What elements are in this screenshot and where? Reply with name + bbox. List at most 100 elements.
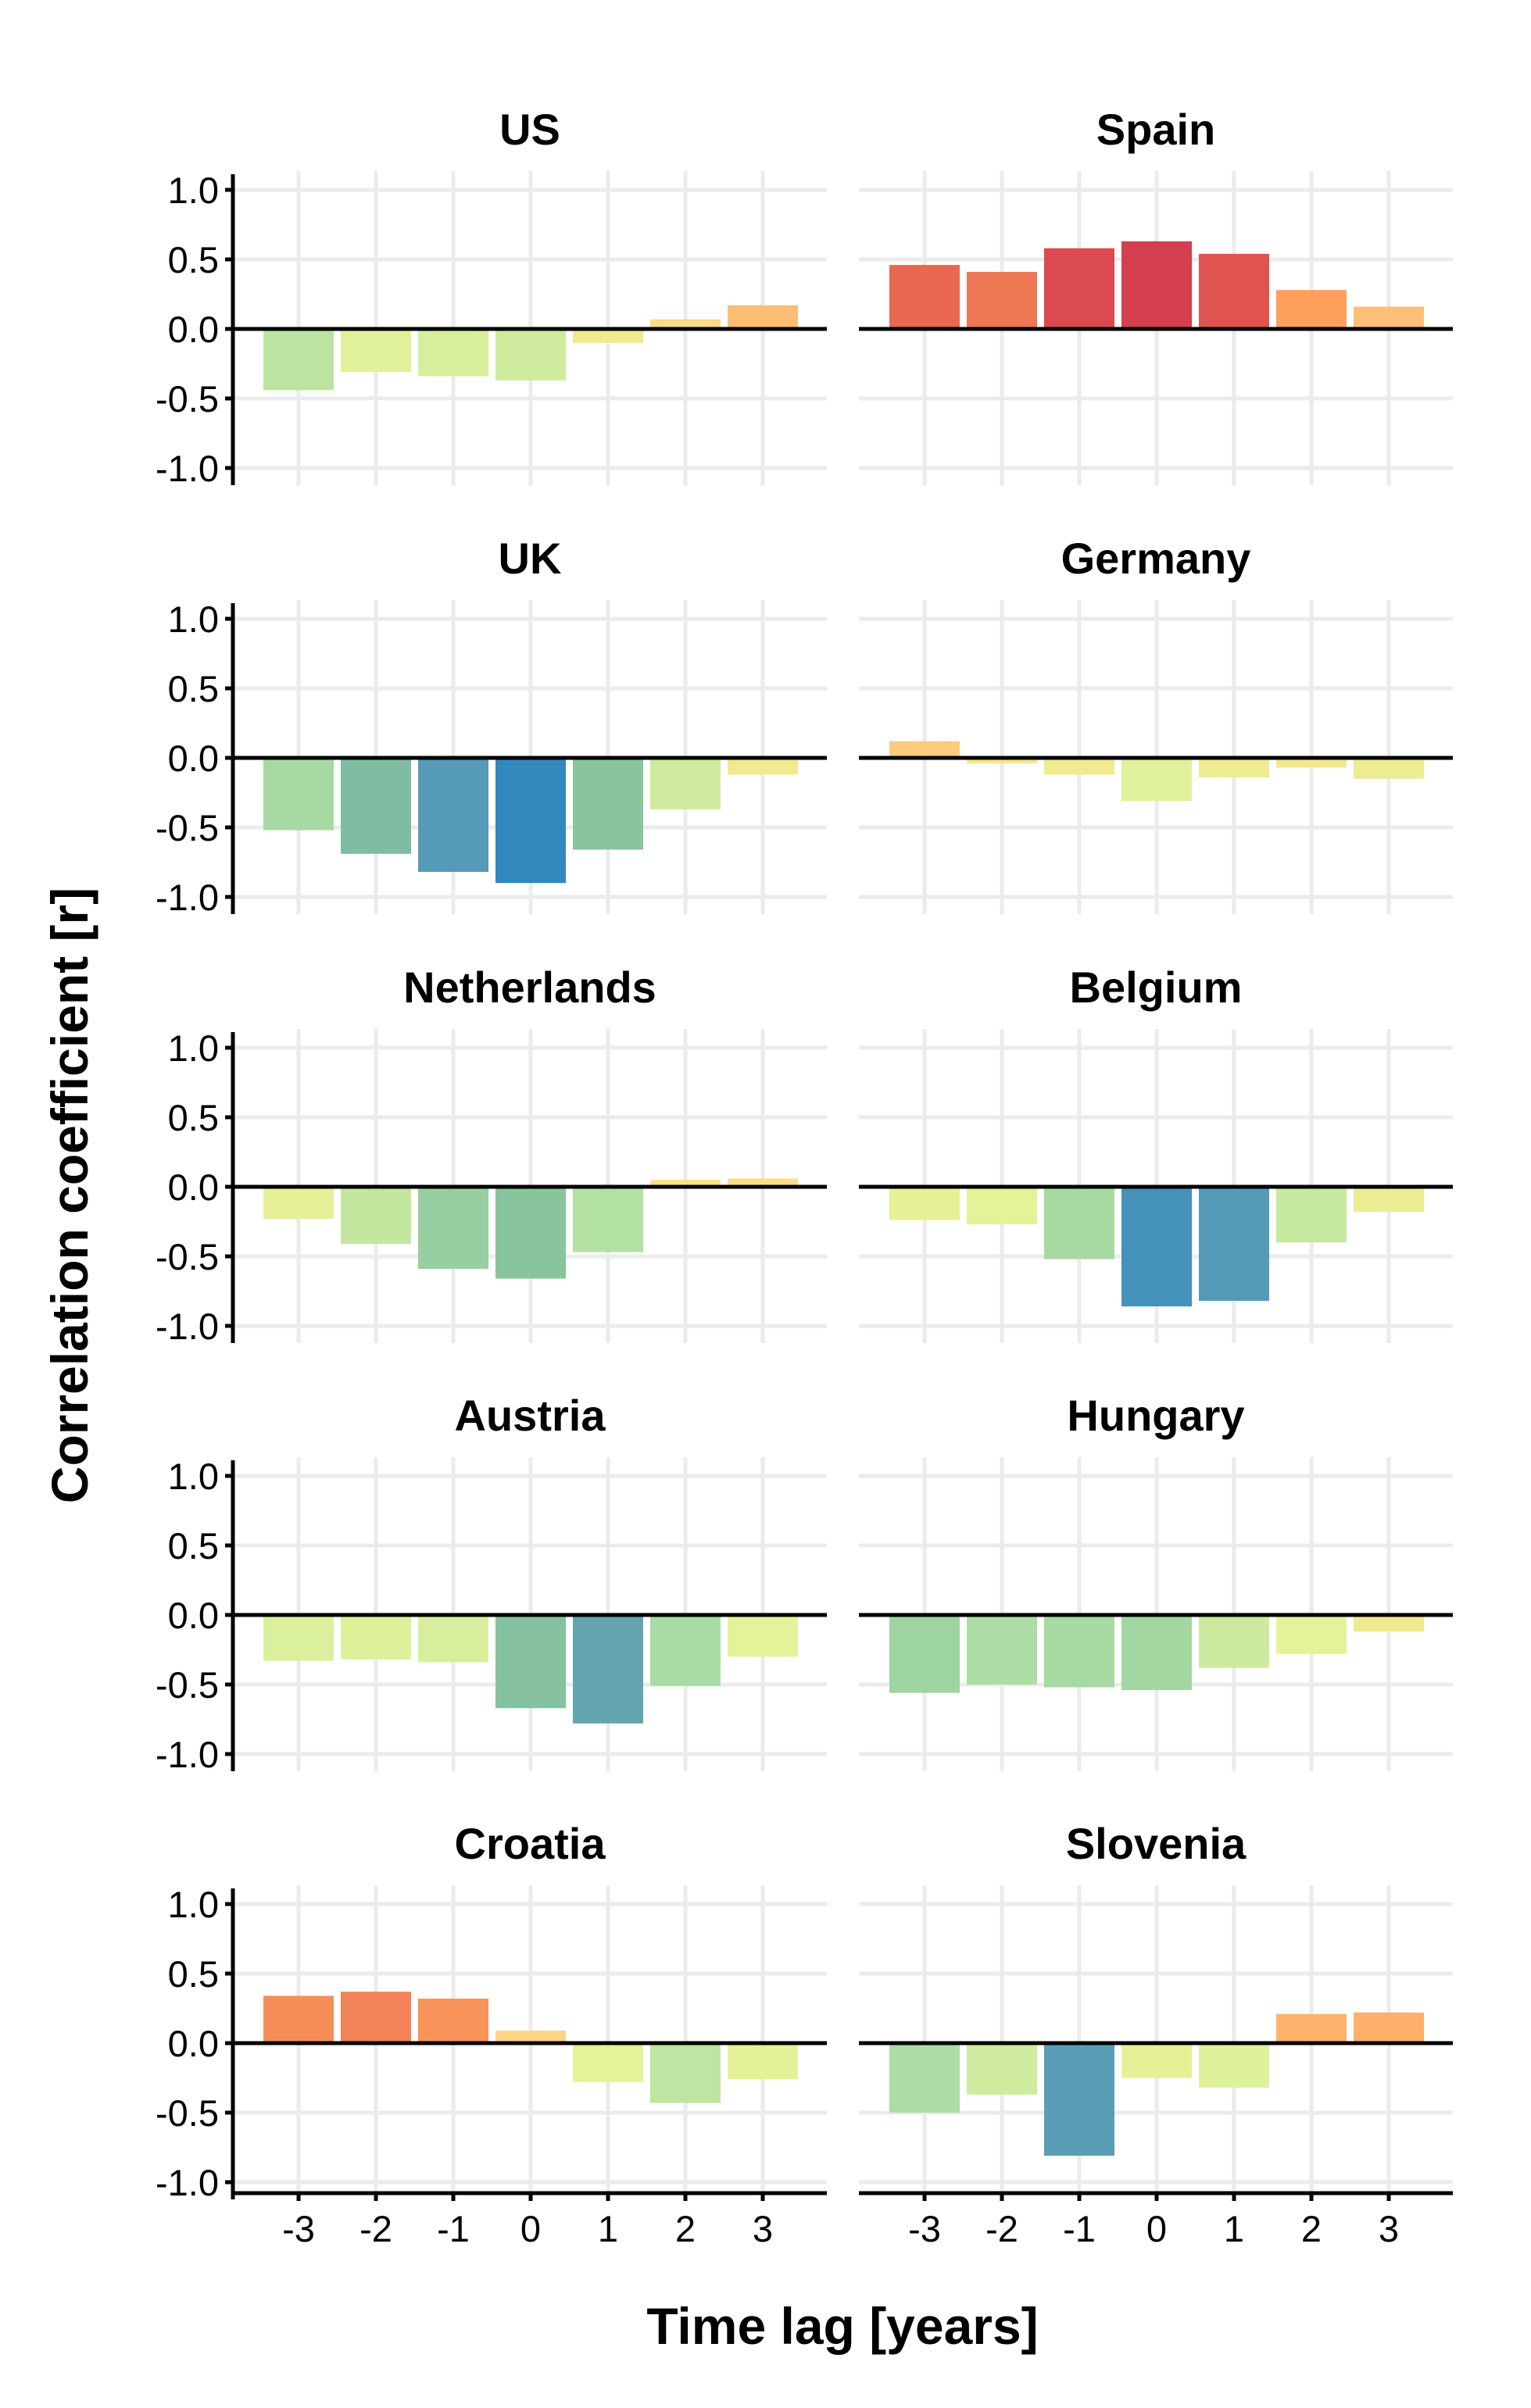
y-tick-label: 0.5	[168, 668, 219, 709]
bar-uk-lag-0	[495, 758, 566, 884]
bar-us-lag--1	[418, 329, 488, 377]
bar-austria-lag-3	[728, 1615, 798, 1657]
bar-slovenia-lag-1	[1199, 2043, 1269, 2088]
y-tick-label: 1.0	[168, 1027, 219, 1069]
bar-us-lag-3	[728, 305, 798, 329]
bar-slovenia-lag--2	[967, 2043, 1037, 2095]
panel-title: Hungary	[1067, 1391, 1244, 1440]
y-tick-label: 1.0	[168, 1884, 219, 1925]
bar-belgium-lag-0	[1121, 1187, 1192, 1307]
x-tick-label: 3	[1379, 2208, 1399, 2249]
x-tick-label: -3	[282, 2208, 315, 2249]
bar-croatia-lag-0	[495, 2030, 566, 2043]
panel-title: UK	[499, 534, 562, 583]
y-tick-label: -1.0	[156, 448, 219, 489]
bar-uk-lag-1	[573, 758, 643, 850]
panel-title: Croatia	[455, 1819, 606, 1868]
y-tick-label: 0.0	[168, 309, 219, 350]
x-axis-title: Time lag [years]	[646, 2297, 1038, 2355]
y-tick-label: 0.0	[168, 1166, 219, 1208]
x-tick-label: 3	[753, 2208, 773, 2249]
panel-title: Austria	[455, 1391, 606, 1440]
bar-germany-lag-1	[1199, 758, 1269, 777]
bar-germany-lag-3	[1354, 758, 1424, 779]
bar-germany-lag--3	[889, 741, 960, 758]
bar-netherlands-lag-1	[573, 1187, 643, 1252]
bar-uk-lag--2	[341, 758, 411, 854]
bar-hungary-lag--3	[889, 1615, 960, 1693]
y-tick-label: 0.5	[168, 1525, 219, 1567]
panel-title: Spain	[1096, 105, 1215, 154]
bar-austria-lag-0	[495, 1615, 566, 1709]
bar-hungary-lag-0	[1121, 1615, 1192, 1691]
x-tick-label: 1	[1224, 2208, 1244, 2249]
y-tick-label: 1.0	[168, 598, 219, 640]
y-tick-label: 0.5	[168, 1097, 219, 1138]
panel-title: US	[499, 105, 560, 154]
y-tick-label: 1.0	[168, 170, 219, 211]
bar-us-lag--2	[341, 329, 411, 373]
x-tick-label: 2	[1301, 2208, 1322, 2249]
y-tick-label: -0.5	[156, 1664, 219, 1706]
bar-hungary-lag-3	[1354, 1615, 1424, 1632]
bar-croatia-lag--1	[418, 1999, 488, 2043]
bar-us-lag-2	[650, 319, 721, 329]
bar-us-lag--3	[263, 329, 334, 391]
x-tick-label: 0	[520, 2208, 541, 2249]
panel-title: Netherlands	[403, 963, 656, 1012]
bar-spain-lag-2	[1276, 290, 1347, 329]
y-tick-label: 0.0	[168, 738, 219, 779]
bar-spain-lag-0	[1121, 241, 1192, 329]
y-tick-label: -1.0	[156, 1734, 219, 1775]
y-tick-label: -0.5	[156, 1236, 219, 1277]
y-tick-label: -0.5	[156, 2092, 219, 2134]
bar-netherlands-lag--1	[418, 1187, 488, 1270]
bar-belgium-lag--2	[967, 1187, 1037, 1225]
bar-uk-lag-3	[728, 758, 798, 775]
bar-us-lag-1	[573, 329, 643, 343]
bar-spain-lag-3	[1354, 306, 1424, 329]
bar-hungary-lag-1	[1199, 1615, 1269, 1668]
bar-belgium-lag--3	[889, 1187, 960, 1220]
bar-slovenia-lag-3	[1354, 2012, 1424, 2043]
y-tick-label: 0.5	[168, 239, 219, 280]
x-tick-label: 0	[1146, 2208, 1167, 2249]
bar-slovenia-lag-0	[1121, 2043, 1192, 2078]
bar-austria-lag-2	[650, 1615, 721, 1686]
y-tick-label: -1.0	[156, 877, 219, 918]
y-tick-label: -1.0	[156, 2162, 219, 2203]
panel-title: Slovenia	[1066, 1819, 1247, 1868]
bar-austria-lag--2	[341, 1615, 411, 1660]
x-tick-label: 1	[598, 2208, 618, 2249]
bar-spain-lag--1	[1044, 248, 1114, 329]
bar-croatia-lag-2	[650, 2043, 721, 2103]
bar-uk-lag--3	[263, 758, 334, 831]
bar-hungary-lag--1	[1044, 1615, 1114, 1688]
bar-netherlands-lag-2	[650, 1180, 721, 1187]
bar-croatia-lag--3	[263, 1995, 334, 2043]
bar-austria-lag--1	[418, 1615, 488, 1663]
bar-slovenia-lag--1	[1044, 2043, 1114, 2156]
bar-spain-lag-1	[1199, 253, 1269, 329]
y-tick-label: -1.0	[156, 1306, 219, 1347]
y-tick-label: 1.0	[168, 1456, 219, 1497]
bar-belgium-lag-2	[1276, 1187, 1347, 1243]
bar-croatia-lag-1	[573, 2043, 643, 2082]
bar-germany-lag--2	[967, 758, 1037, 764]
panel-title: Germany	[1061, 534, 1251, 583]
x-tick-label: -1	[1063, 2208, 1096, 2249]
x-tick-label: -2	[985, 2208, 1018, 2249]
bar-germany-lag--1	[1044, 758, 1114, 775]
x-tick-label: -2	[359, 2208, 392, 2249]
x-tick-label: -1	[437, 2208, 470, 2249]
bar-us-lag-0	[495, 329, 566, 380]
bar-netherlands-lag--2	[341, 1187, 411, 1244]
bar-netherlands-lag-3	[728, 1178, 798, 1187]
y-tick-label: 0.5	[168, 1953, 219, 1995]
bar-germany-lag-0	[1121, 758, 1192, 802]
bar-belgium-lag-3	[1354, 1187, 1424, 1213]
bar-spain-lag--2	[967, 272, 1037, 329]
panel-title: Belgium	[1070, 963, 1243, 1012]
y-tick-label: 0.0	[168, 1595, 219, 1636]
